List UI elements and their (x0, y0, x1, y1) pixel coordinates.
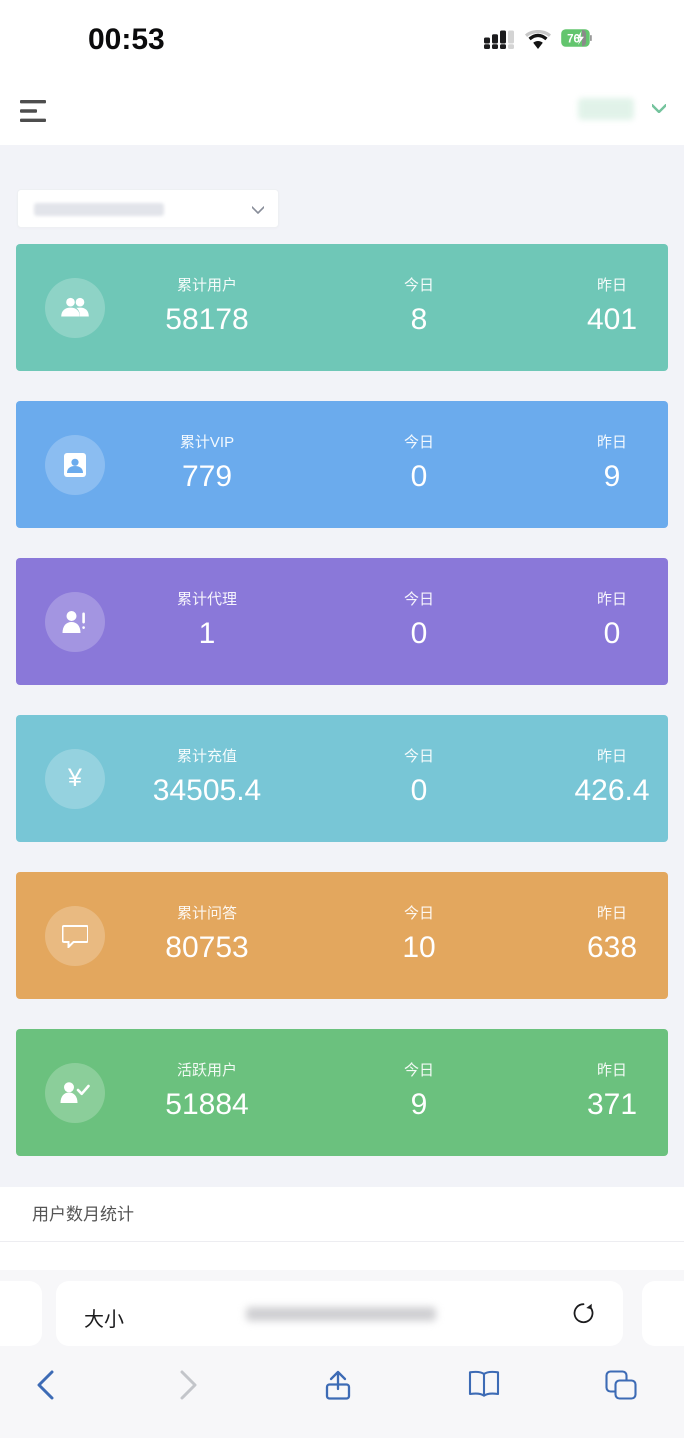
svg-text:76: 76 (567, 33, 580, 45)
svg-text:¥: ¥ (67, 766, 82, 792)
